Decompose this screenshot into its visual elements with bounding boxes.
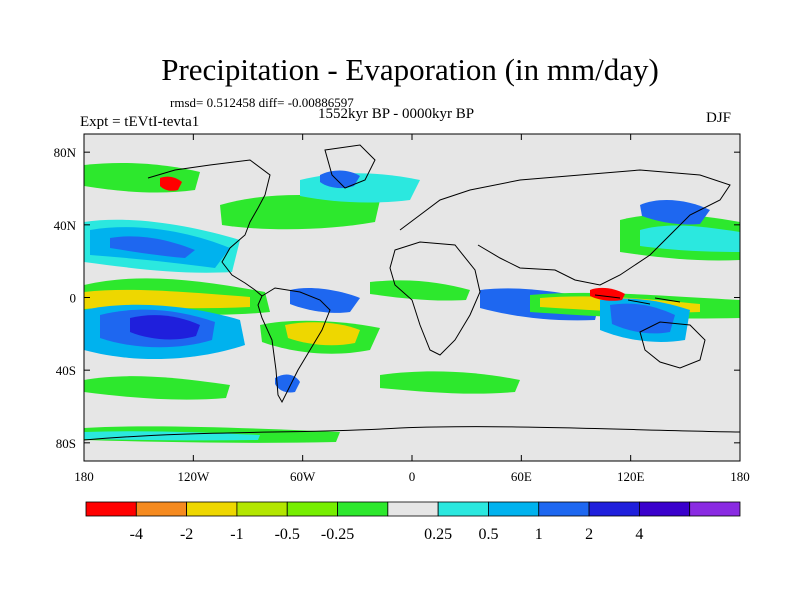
map-axes: 180 120W 60W 0 60E 120E 180 80N 40N 0 40S 80S <box>54 134 750 484</box>
colorbar: -4 -2 -1 -0.5 -0.25 0.25 0.5 1 2 4 <box>85 501 741 543</box>
colorbar-box <box>638 501 691 517</box>
colorbar-box <box>538 501 590 517</box>
contour-fill <box>640 199 710 225</box>
contour-fill <box>320 170 360 189</box>
colorbar-label: -0.25 <box>321 526 354 543</box>
contour-fill <box>640 225 740 252</box>
contour-fill <box>290 287 360 313</box>
contour-fill <box>130 315 200 340</box>
colorbar-box <box>85 501 137 517</box>
colorbar-label: -4 <box>130 526 143 543</box>
colorbar-label: 0.5 <box>478 526 498 543</box>
colorbar-box <box>488 501 540 517</box>
x-tick-label: 120E <box>617 469 645 484</box>
x-tick-label: 60E <box>511 469 532 484</box>
experiment-label: Expt = tEVtI-tevta1 <box>80 114 200 130</box>
colorbar-box <box>236 501 288 517</box>
colorbar-box <box>286 501 338 517</box>
rmsd-diff-label: rmsd= 0.512458 diff= -0.00886597 <box>170 95 354 110</box>
colorbar-box <box>186 501 238 517</box>
x-tick-label: 180 <box>74 469 94 484</box>
y-tick-label: 40S <box>56 363 76 378</box>
colorbar-box <box>387 501 439 517</box>
colorbar-box <box>135 501 188 517</box>
coastlines <box>84 144 740 441</box>
contour-fill <box>380 371 520 394</box>
colorbar-label: -2 <box>180 526 193 543</box>
colorbar-label: -0.5 <box>275 526 300 543</box>
x-tick-label: 120W <box>177 469 210 484</box>
period-label: 1552kyr BP - 0000kyr BP <box>318 106 475 122</box>
colorbar-label: 1 <box>535 526 543 543</box>
contour-fill <box>610 303 675 334</box>
contour-fill <box>110 236 195 258</box>
x-tick-label: 60W <box>290 469 316 484</box>
contour-fill <box>285 322 360 346</box>
y-tick-label: 80N <box>54 145 77 160</box>
y-tick-label: 0 <box>70 291 77 306</box>
colorbar-label: -1 <box>230 526 243 543</box>
contour-fill <box>160 176 182 191</box>
y-tick-label: 80S <box>56 436 76 451</box>
contour-fills <box>84 162 740 443</box>
contour-fill <box>84 289 250 309</box>
contour-fill <box>300 173 420 203</box>
x-tick-label: 180 <box>730 469 750 484</box>
season-label: DJF <box>706 110 732 126</box>
contour-fill <box>84 376 230 400</box>
colorbar-box <box>337 501 389 517</box>
colorbar-box <box>588 501 640 517</box>
colorbar-label: 4 <box>635 526 643 543</box>
colorbar-label: 2 <box>585 526 593 543</box>
colorbar-box <box>689 501 741 517</box>
colorbar-box <box>437 501 489 517</box>
plot-title: Precipitation - Evaporation (in mm/day) <box>161 52 659 87</box>
colorbar-label: 0.25 <box>424 526 452 543</box>
y-tick-label: 40N <box>54 218 77 233</box>
x-tick-label: 0 <box>409 469 416 484</box>
